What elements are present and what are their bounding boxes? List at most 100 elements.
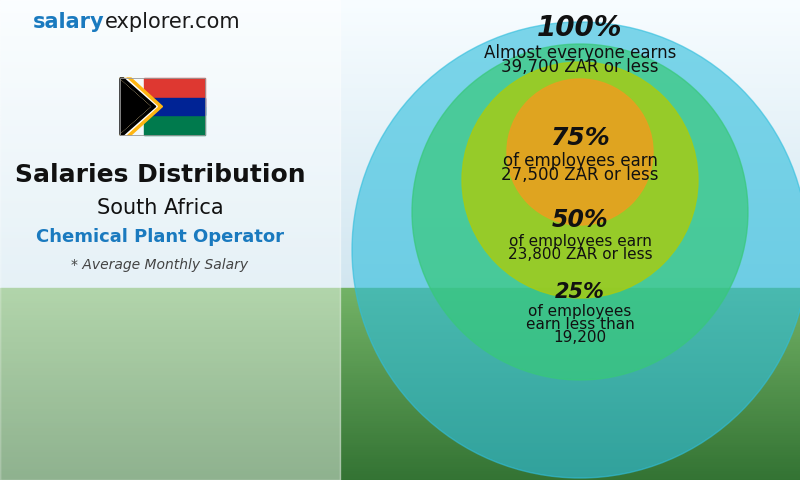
Bar [0, 358, 800, 360]
Bar [0, 3, 800, 6]
Polygon shape [120, 78, 156, 135]
Bar [0, 326, 800, 329]
Bar [0, 418, 800, 420]
Bar [0, 282, 800, 285]
Bar [0, 410, 800, 413]
Bar [0, 92, 800, 95]
Bar [0, 398, 800, 401]
Bar [0, 222, 800, 225]
Bar [0, 394, 800, 396]
Bar [0, 314, 800, 317]
Bar [0, 170, 800, 173]
Bar [0, 84, 800, 86]
Bar [0, 396, 800, 398]
Bar [0, 365, 800, 367]
Bar [0, 293, 800, 295]
Bar [0, 14, 800, 17]
Bar [0, 319, 800, 322]
Bar [0, 295, 800, 298]
Bar [0, 29, 800, 32]
Polygon shape [120, 78, 162, 135]
Bar [0, 379, 800, 382]
Bar [0, 456, 800, 458]
Bar [0, 173, 800, 176]
Bar [0, 343, 800, 346]
Text: * Average Monthly Salary: * Average Monthly Salary [71, 258, 249, 272]
Bar [0, 32, 800, 35]
Bar [0, 9, 800, 12]
Text: Chemical Plant Operator: Chemical Plant Operator [36, 228, 284, 246]
Bar [0, 312, 800, 314]
Bar [0, 207, 800, 210]
Bar [0, 384, 800, 386]
Bar [0, 265, 800, 268]
Bar [0, 219, 800, 222]
Bar [0, 6, 800, 9]
Bar [0, 109, 800, 112]
Bar [0, 46, 800, 49]
Bar [0, 98, 800, 101]
Bar [0, 446, 800, 449]
Text: Salaries Distribution: Salaries Distribution [14, 163, 306, 187]
Bar [0, 52, 800, 55]
Bar [0, 86, 800, 89]
Bar [0, 150, 800, 153]
Bar [0, 141, 800, 144]
Bar [0, 153, 800, 156]
Bar [0, 458, 800, 461]
Text: 50%: 50% [552, 208, 608, 232]
Bar [0, 298, 800, 300]
Bar [0, 26, 800, 29]
Bar [0, 78, 800, 81]
Circle shape [352, 22, 800, 478]
Bar [0, 432, 800, 434]
Bar [0, 135, 800, 138]
Text: of employees earn: of employees earn [502, 152, 658, 170]
Bar [0, 187, 800, 190]
Bar [0, 43, 800, 46]
Polygon shape [120, 78, 152, 135]
Bar [0, 401, 800, 403]
Bar [0, 190, 800, 193]
Bar [0, 49, 800, 52]
Bar [0, 439, 800, 442]
Bar [0, 12, 800, 14]
Bar [0, 213, 800, 216]
Bar [0, 147, 800, 150]
Polygon shape [120, 78, 158, 135]
Bar [0, 268, 800, 271]
Bar [0, 112, 800, 115]
Bar [0, 158, 800, 161]
Bar [0, 138, 800, 141]
Bar [0, 199, 800, 202]
Bar [0, 415, 800, 418]
Bar [0, 236, 800, 239]
Bar [0, 442, 800, 444]
Bar [0, 362, 800, 365]
Text: 25%: 25% [555, 282, 605, 302]
Bar [0, 156, 800, 158]
Bar [0, 228, 800, 230]
Bar [0, 348, 800, 350]
Bar [0, 360, 800, 362]
Bar [0, 430, 800, 432]
Text: explorer.com: explorer.com [105, 12, 241, 32]
Bar [0, 66, 800, 69]
Bar [0, 377, 800, 379]
Bar [0, 72, 800, 75]
Bar [0, 35, 800, 37]
Bar [0, 391, 800, 394]
Bar [0, 341, 800, 343]
Bar [0, 425, 800, 427]
Bar [0, 132, 800, 135]
Bar [0, 58, 800, 60]
Bar [0, 104, 800, 107]
Bar [0, 334, 800, 336]
Bar [0, 121, 800, 124]
Bar [0, 463, 800, 466]
Bar [0, 444, 800, 446]
Text: earn less than: earn less than [526, 317, 634, 332]
Bar [0, 468, 800, 470]
Bar [0, 372, 800, 374]
Bar [0, 413, 800, 415]
